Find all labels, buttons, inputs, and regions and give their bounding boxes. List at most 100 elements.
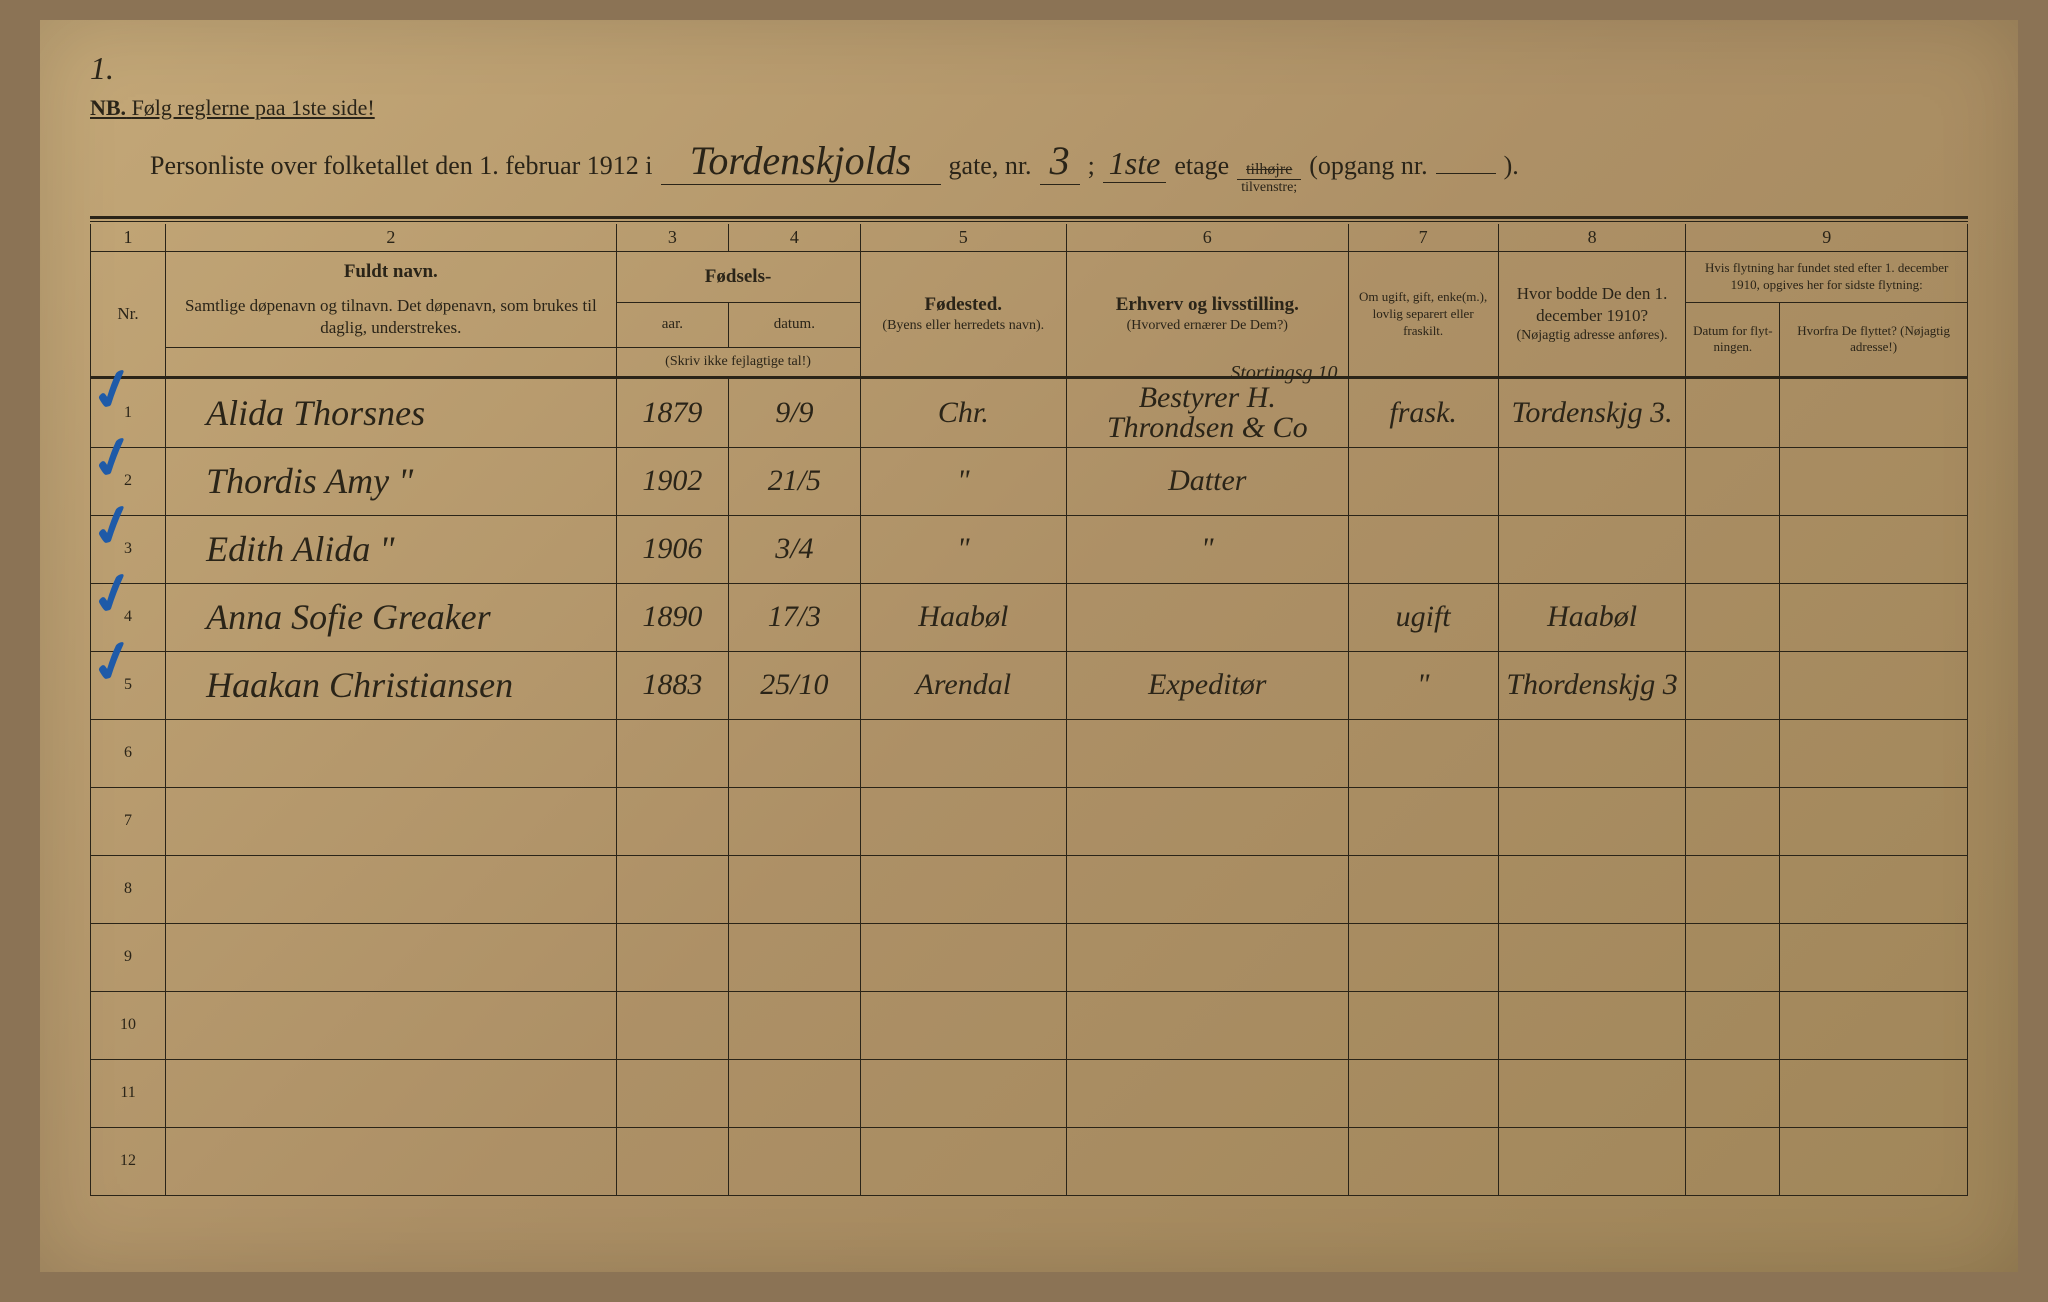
- row-date: 3/4: [729, 515, 860, 583]
- coln-5: 5: [860, 224, 1066, 252]
- row-move-date: [1686, 377, 1780, 447]
- row-marital: ugift: [1348, 583, 1498, 651]
- hdr-year: aar.: [616, 303, 729, 348]
- row-nr: 8: [91, 855, 166, 923]
- row-move-from: [1780, 447, 1968, 515]
- empty-cell: [860, 1059, 1066, 1127]
- hdr-birth-note-txt: (Skriv ikke fejlagtige tal!): [665, 354, 811, 369]
- empty-cell: [1348, 923, 1498, 991]
- title-prefix: Personliste over folketallet den 1. febr…: [150, 151, 653, 181]
- row-birthplace: Haabøl: [860, 583, 1066, 651]
- hdr-occupation: Erhverv og livsstilling. (Hvorved ernære…: [1067, 252, 1349, 377]
- table-row-empty: 12: [91, 1127, 1968, 1195]
- empty-cell: [1686, 719, 1780, 787]
- hdr-birthplace: Fødested. (Byens eller herredets navn).: [860, 252, 1066, 377]
- empty-cell: [860, 855, 1066, 923]
- row-addr1910: [1498, 515, 1686, 583]
- empty-cell: [1780, 719, 1968, 787]
- coln-8: 8: [1498, 224, 1686, 252]
- row-name: Thordis Amy ": [166, 447, 616, 515]
- row-occupation: [1067, 583, 1349, 651]
- empty-cell: [616, 991, 729, 1059]
- table-row: 2 Thordis Amy " 1902 21/5 " Datter: [91, 447, 1968, 515]
- empty-cell: [1498, 1127, 1686, 1195]
- empty-cell: [1686, 855, 1780, 923]
- row-year: 1879: [616, 377, 729, 447]
- street-name: Tordenskjolds: [661, 137, 941, 185]
- row-birthplace: ": [860, 515, 1066, 583]
- coln-3: 3: [616, 224, 729, 252]
- hdr-marital: Om ugift, gift, enke(m.), lovlig separer…: [1348, 252, 1498, 377]
- empty-cell: [1780, 923, 1968, 991]
- hdr-move-date-txt: Datum for flyt-ningen.: [1690, 323, 1775, 357]
- empty-cell: [1498, 787, 1686, 855]
- empty-cell: [1067, 991, 1349, 1059]
- opgang-end: ).: [1504, 151, 1519, 181]
- coln-2: 2: [166, 224, 616, 252]
- row-marital: ": [1348, 651, 1498, 719]
- rule-top: [90, 216, 1968, 219]
- row-occupation: ": [1067, 515, 1349, 583]
- empty-cell: [166, 991, 616, 1059]
- row-date: 9/9: [729, 377, 860, 447]
- empty-cell: [1780, 855, 1968, 923]
- hdr-move-from-txt: Hvorfra De flyttet? (Nøjagtig adresse!): [1784, 323, 1963, 357]
- coln-1: 1: [91, 224, 166, 252]
- rule-top-2: [90, 221, 1968, 222]
- hdr-birth: Fødsels-: [616, 252, 860, 303]
- empty-cell: [616, 923, 729, 991]
- empty-cell: [1348, 719, 1498, 787]
- row-year: 1906: [616, 515, 729, 583]
- empty-cell: [729, 1059, 860, 1127]
- empty-cell: [729, 923, 860, 991]
- empty-cell: [166, 1127, 616, 1195]
- empty-cell: [1686, 1059, 1780, 1127]
- empty-cell: [1498, 1059, 1686, 1127]
- empty-cell: [1067, 1059, 1349, 1127]
- empty-cell: [1686, 991, 1780, 1059]
- row-occupation: Datter: [1067, 447, 1349, 515]
- empty-cell: [1348, 787, 1498, 855]
- empty-cell: [860, 787, 1066, 855]
- empty-cell: [1498, 923, 1686, 991]
- coln-7: 7: [1348, 224, 1498, 252]
- row-birthplace: Arendal: [860, 651, 1066, 719]
- row-move-date: [1686, 447, 1780, 515]
- empty-cell: [1067, 719, 1349, 787]
- empty-cell: [1780, 1059, 1968, 1127]
- row-move-date: [1686, 651, 1780, 719]
- table-row-empty: 10: [91, 991, 1968, 1059]
- hdr-birth-note: (Skriv ikke fejlagtige tal!): [616, 348, 860, 378]
- empty-cell: [729, 855, 860, 923]
- row-move-from: [1780, 515, 1968, 583]
- nb-text: Følg reglerne paa 1ste side!: [132, 95, 375, 120]
- empty-cell: [616, 1059, 729, 1127]
- hdr-date: datum.: [729, 303, 860, 348]
- row-nr: 6: [91, 719, 166, 787]
- etage-label: etage: [1174, 151, 1229, 181]
- table-row-empty: 6: [91, 719, 1968, 787]
- empty-cell: [729, 787, 860, 855]
- row-move-from: [1780, 651, 1968, 719]
- empty-cell: [1686, 787, 1780, 855]
- empty-cell: [1686, 923, 1780, 991]
- row-name: Edith Alida ": [166, 515, 616, 583]
- row-year: 1890: [616, 583, 729, 651]
- column-number-row: 1 2 3 4 5 6 7 8 9: [91, 224, 1968, 252]
- row-nr: 12: [91, 1127, 166, 1195]
- hdr-1910-title: Hvor bodde De den 1. december 1910?: [1505, 283, 1680, 327]
- empty-cell: [616, 1127, 729, 1195]
- empty-cell: [729, 1127, 860, 1195]
- row-name: Alida Thorsnes: [166, 377, 616, 447]
- row-birthplace: Chr.: [860, 377, 1066, 447]
- table-row-empty: 11: [91, 1059, 1968, 1127]
- row-occupation: Stortingsg 10Bestyrer H. Throndsen & Co: [1067, 377, 1349, 447]
- header-row-1: Nr. Fuldt navn. Samtlige døpenavn og til…: [91, 252, 1968, 303]
- table-row: 3 Edith Alida " 1906 3/4 " ": [91, 515, 1968, 583]
- title-line: Personliste over folketallet den 1. febr…: [90, 137, 1968, 196]
- empty-cell: [616, 719, 729, 787]
- empty-cell: [1780, 787, 1968, 855]
- empty-cell: [166, 855, 616, 923]
- hdr-1910: Hvor bodde De den 1. december 1910? (Nøj…: [1498, 252, 1686, 377]
- row-date: 17/3: [729, 583, 860, 651]
